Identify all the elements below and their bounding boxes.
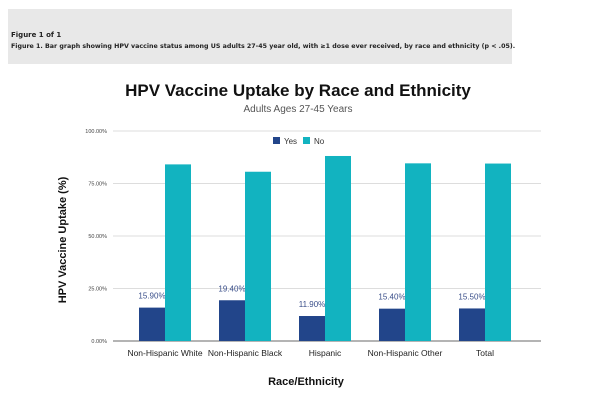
legend-label: No [314, 137, 325, 146]
bar-yes [379, 308, 405, 341]
figure-count: Figure 1 of 1 [11, 31, 62, 39]
x-tick-label: Total [476, 348, 494, 358]
y-tick-label: 0.00% [91, 339, 107, 345]
chart-subtitle: Adults Ages 27-45 Years [244, 104, 353, 115]
x-tick-label: Non-Hispanic Black [208, 348, 283, 358]
legend-label: Yes [284, 137, 297, 146]
x-axis-label: Race/Ethnicity [268, 376, 345, 388]
x-tick-label: Non-Hispanic White [127, 348, 202, 358]
data-label: 15.50% [458, 292, 485, 301]
y-tick-label: 75.00% [88, 182, 107, 188]
bar-yes [299, 316, 325, 341]
bar-no [485, 163, 511, 341]
bar-yes [139, 307, 165, 341]
legend-swatch-yes [273, 137, 280, 144]
x-tick-label: Hispanic [309, 348, 342, 358]
data-label: 19.40% [218, 284, 245, 293]
y-tick-label: 25.00% [88, 287, 107, 293]
bar-no [325, 155, 351, 341]
chart-title: HPV Vaccine Uptake by Race and Ethnicity [125, 81, 471, 100]
bar-no [165, 164, 191, 341]
x-tick-label: Non-Hispanic Other [368, 348, 443, 358]
data-label: 15.90% [138, 292, 165, 301]
bar-no [245, 171, 271, 341]
y-tick-label: 100.00% [85, 129, 107, 135]
figure-caption: Figure 1. Bar graph showing HPV vaccine … [11, 43, 516, 50]
bar-no [405, 163, 431, 341]
y-tick-label: 50.00% [88, 234, 107, 240]
legend-swatch-no [303, 137, 310, 144]
bar-yes [219, 300, 245, 341]
bar-yes [459, 308, 485, 341]
data-label: 15.40% [378, 293, 405, 302]
figure-caption-box: Figure 1 of 1 Figure 1. Bar graph showin… [8, 9, 516, 64]
y-axis-label: HPV Vaccine Uptake (%) [57, 176, 69, 303]
data-label: 11.90% [299, 300, 326, 309]
